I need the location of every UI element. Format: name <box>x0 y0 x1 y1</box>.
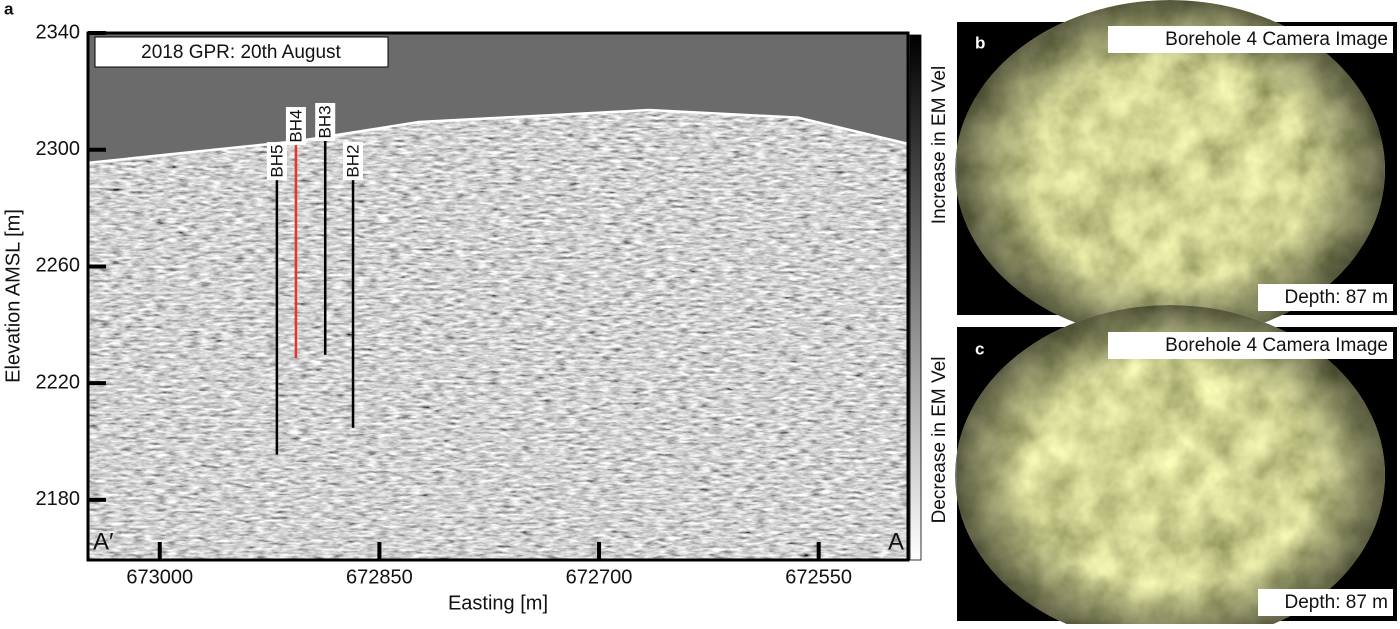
annotation: 2018 GPR: 20th August <box>141 42 341 63</box>
colorbar-label: Increase in EM Vel <box>929 66 950 224</box>
y-tick-label: 2340 <box>36 21 81 43</box>
radargram <box>88 33 908 560</box>
subsurface <box>88 110 908 560</box>
colorbar <box>909 34 922 561</box>
camera-title: Borehole 4 Camera Image <box>1165 335 1388 356</box>
x-tick-label: 673000 <box>126 566 193 588</box>
caption-box <box>1258 284 1393 311</box>
borehole-label: BH5 <box>267 145 286 178</box>
gpr-texture <box>88 110 908 560</box>
colorbar-label: Decrease in EM Vel <box>929 357 950 524</box>
title-box <box>1108 332 1393 359</box>
vignette <box>955 0 1385 340</box>
borehole-label-box <box>266 142 287 181</box>
y-tick-label: 2220 <box>36 371 81 393</box>
vignette <box>955 305 1385 629</box>
x-tick-label: 672850 <box>346 566 413 588</box>
borehole-label: BH3 <box>316 105 335 138</box>
camera-image <box>955 305 1385 629</box>
panel-label: a <box>4 0 14 18</box>
y-axis-label: Elevation AMSL [m] <box>2 209 24 383</box>
caption-box <box>1258 589 1393 616</box>
camera-title: Borehole 4 Camera Image <box>1165 29 1388 50</box>
surface-line <box>87 108 909 165</box>
borehole-label-box <box>285 107 306 146</box>
panel-label: b <box>975 33 985 52</box>
x-tick-label: 672700 <box>566 566 633 588</box>
borehole-label: BH4 <box>286 110 305 143</box>
camera-image <box>955 0 1385 340</box>
plot-layer: 2180 2220 2260 2300 2340 673000 672850 672700 67… <box>36 21 909 588</box>
panel-label: c <box>975 339 984 358</box>
borehole-label-box <box>343 142 364 181</box>
y-tick-label: 2260 <box>36 255 81 277</box>
y-tick-label: 2300 <box>36 138 81 160</box>
x-axis-label: Easting [m] <box>448 592 548 614</box>
y-tick-label: 2180 <box>36 488 81 510</box>
borehole-label: BH2 <box>344 145 363 178</box>
x-tick-label: 672550 <box>785 566 852 588</box>
camera-caption: Depth: 87 m <box>1285 287 1389 308</box>
profile-end: A <box>888 528 904 555</box>
annotation-box <box>94 36 389 68</box>
profile-end: A′ <box>93 528 114 555</box>
borehole-label-box <box>315 102 336 141</box>
camera-caption: Depth: 87 m <box>1285 592 1389 613</box>
title-box <box>1108 26 1393 53</box>
plot-frame <box>86 31 910 562</box>
